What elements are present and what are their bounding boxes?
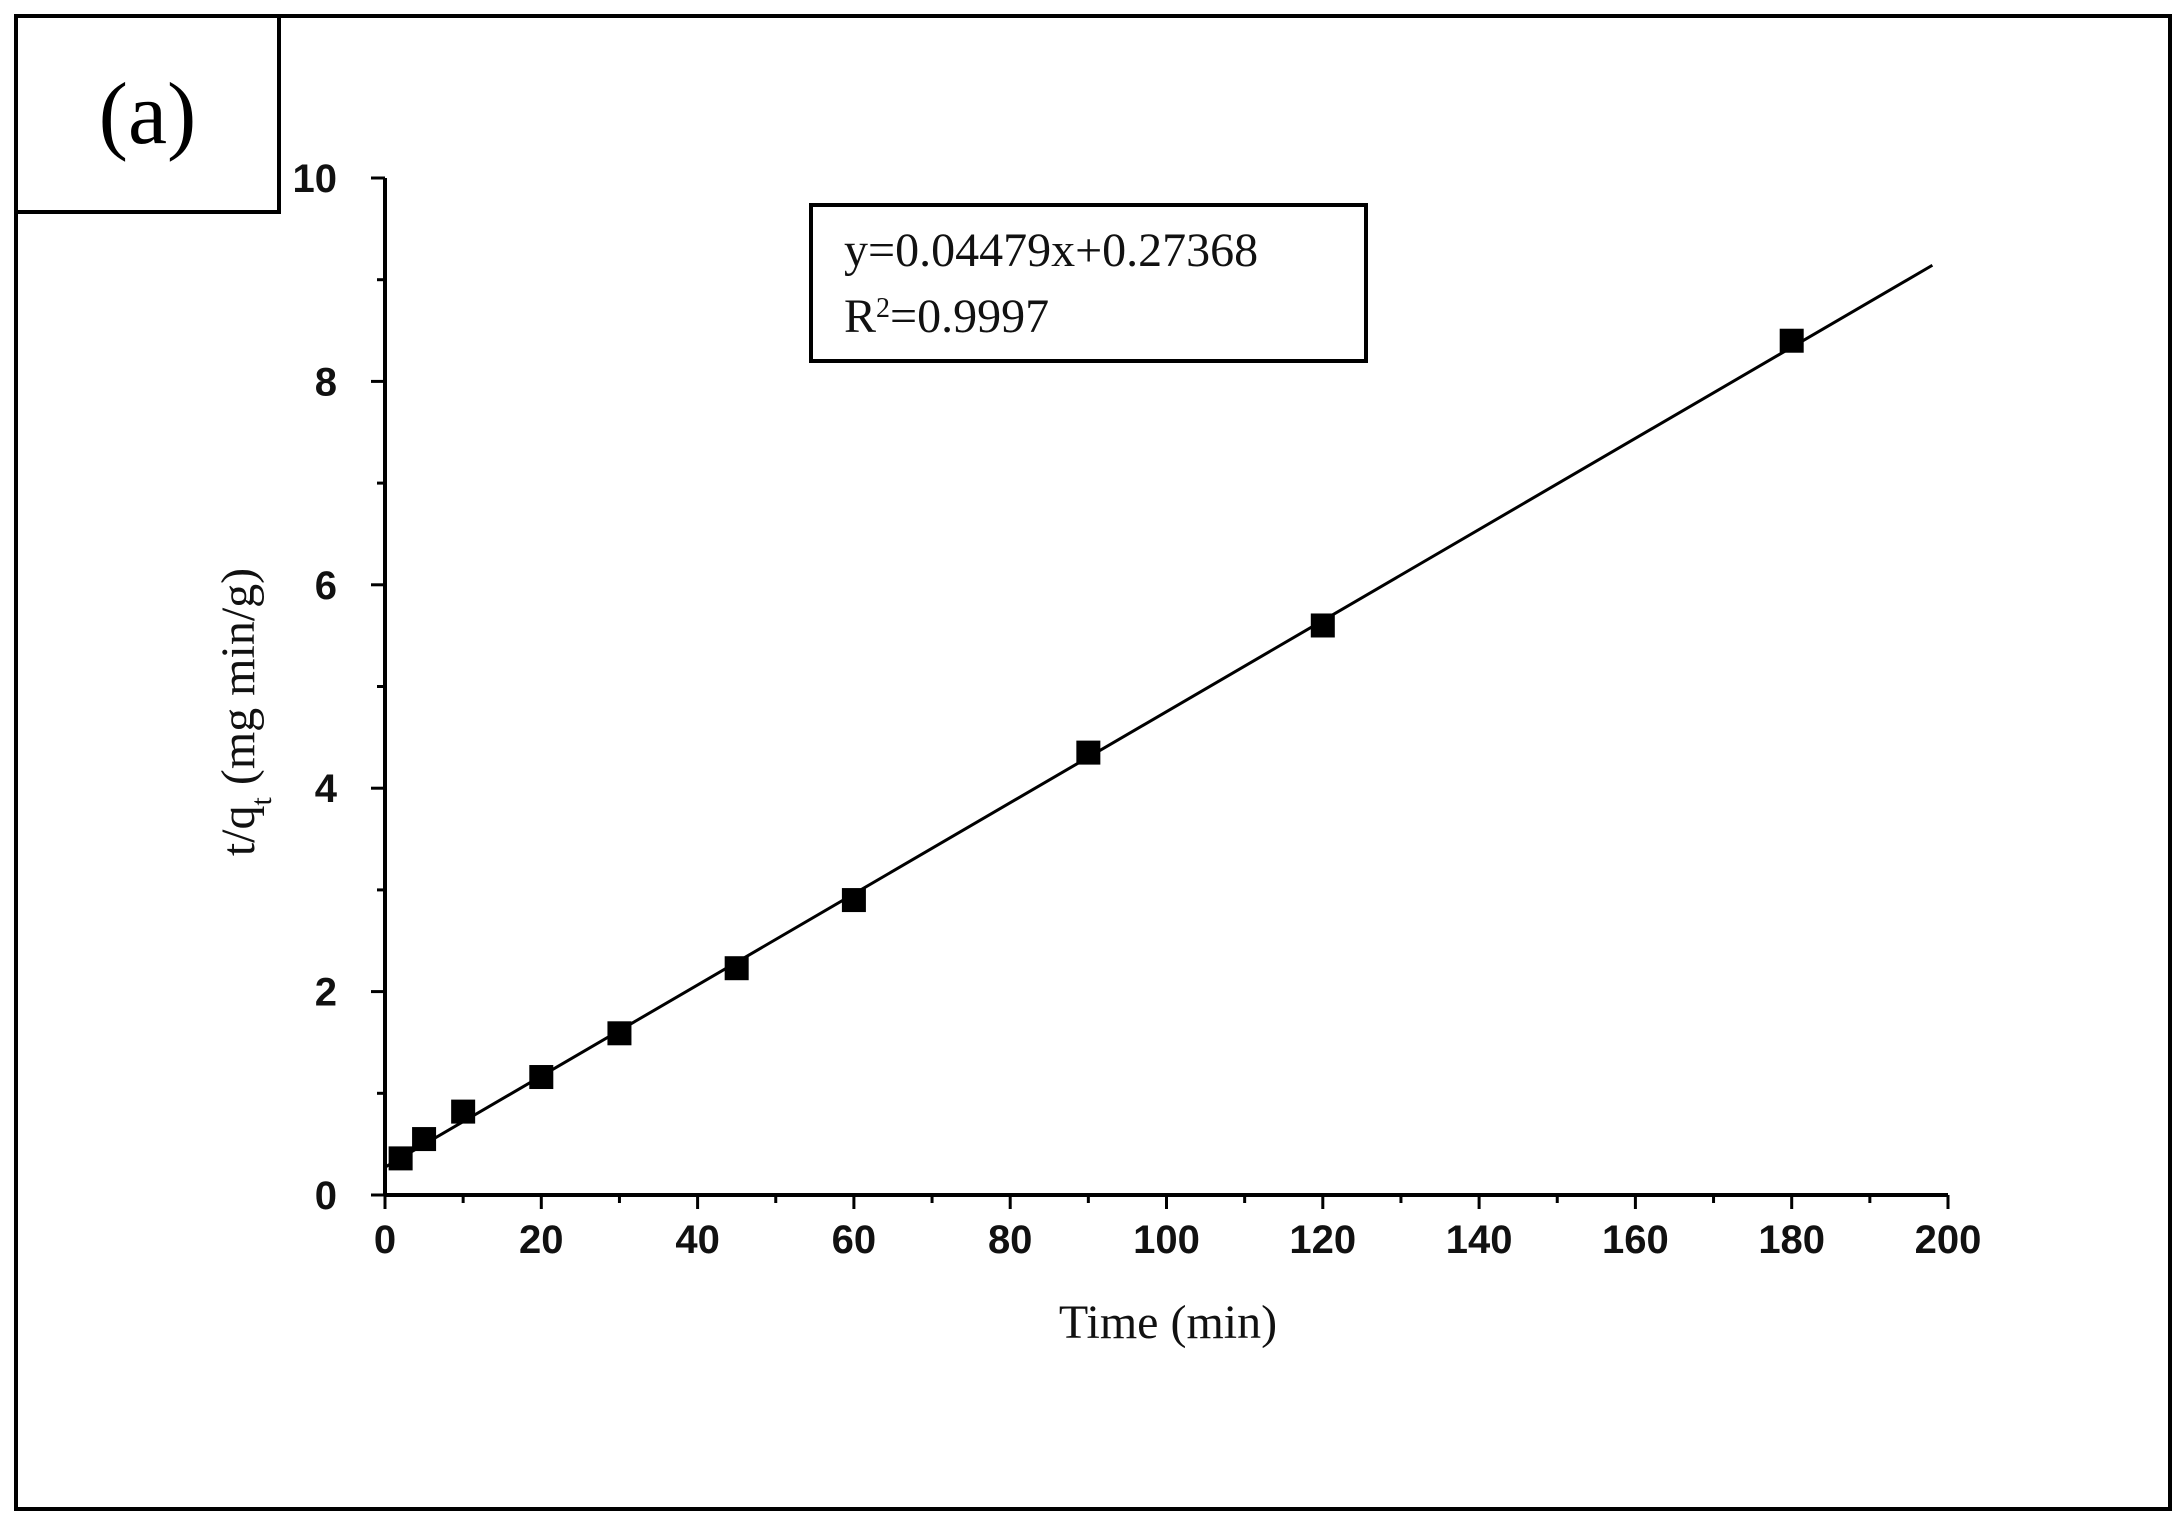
equation-box: y=0.04479x+0.27368 R2=0.9997 [809, 203, 1368, 363]
y-tick-label: 8 [315, 360, 337, 404]
data-point [529, 1065, 554, 1090]
data-point [412, 1127, 437, 1152]
y-tick-label: 10 [293, 157, 338, 201]
panel-label-box: (a) [14, 14, 281, 214]
y-tick-label: 6 [315, 564, 337, 608]
x-tick-label: 100 [1133, 1218, 1200, 1262]
y-axis-title-rest: (mg min/g) [212, 568, 265, 797]
figure-frame [14, 14, 2172, 1511]
y-tick-label: 2 [315, 971, 337, 1015]
y-axis-title-main: t/q [212, 805, 265, 856]
data-points [388, 328, 1804, 1171]
data-point [724, 956, 749, 981]
data-point [1779, 328, 1804, 353]
data-point [451, 1099, 476, 1124]
tick-labels: 0 20 40 60 80 100 120 140 160 180 200 0 2 4 6 8 10 [293, 157, 1982, 1262]
y-tick-label: 4 [315, 767, 338, 811]
x-tick-label: 60 [832, 1218, 877, 1262]
fit-line [384, 263, 1934, 1169]
fit-equation: y=0.04479x+0.27368 [844, 224, 1258, 277]
x-tick-label: 40 [675, 1218, 720, 1262]
x-tick-label: 160 [1602, 1218, 1669, 1262]
data-point [1310, 613, 1335, 638]
x-tick-label: 20 [519, 1218, 564, 1262]
data-point [388, 1146, 413, 1171]
r-squared-value: =0.9997 [890, 290, 1049, 343]
r-squared-prefix: R [844, 290, 876, 343]
x-tick-label: 180 [1758, 1218, 1825, 1262]
x-tick-label: 80 [988, 1218, 1033, 1262]
r-squared-sup: 2 [876, 293, 890, 324]
axes [371, 176, 1950, 1209]
data-point [841, 888, 866, 913]
data-point [1076, 740, 1101, 765]
x-tick-label: 0 [374, 1218, 396, 1262]
y-axis-title-sub: t [245, 796, 278, 805]
panel-label: (a) [98, 65, 197, 163]
fit-line-group [384, 263, 1934, 1169]
x-tick-label: 140 [1446, 1218, 1513, 1262]
equation-box-border [809, 203, 1368, 363]
x-tick-label: 120 [1289, 1218, 1356, 1262]
y-tick-label: 0 [315, 1174, 337, 1218]
data-point [607, 1021, 632, 1046]
r-squared: R2=0.9997 [844, 290, 1049, 343]
y-axis-title: t/qt (mg min/g) [212, 568, 278, 856]
x-tick-label: 200 [1915, 1218, 1982, 1262]
x-axis-title: Time (min) [1059, 1296, 1277, 1349]
